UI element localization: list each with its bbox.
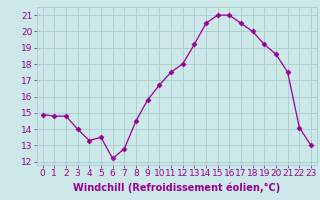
X-axis label: Windchill (Refroidissement éolien,°C): Windchill (Refroidissement éolien,°C): [73, 182, 280, 193]
